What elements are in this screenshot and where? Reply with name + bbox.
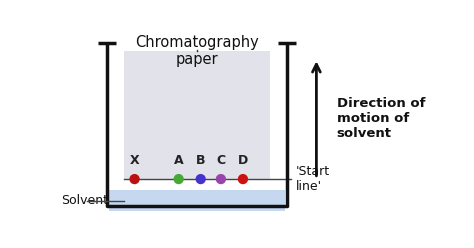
Point <box>175 177 182 181</box>
Point <box>217 177 225 181</box>
Point <box>239 177 246 181</box>
Text: Solvent: Solvent <box>61 194 108 207</box>
Text: Direction of
motion of
solvent: Direction of motion of solvent <box>337 97 425 140</box>
Text: Chromatography
paper: Chromatography paper <box>135 34 259 67</box>
Text: A: A <box>174 154 183 167</box>
Point <box>131 177 138 181</box>
Point <box>197 177 204 181</box>
Text: C: C <box>216 154 226 167</box>
Text: B: B <box>196 154 205 167</box>
Text: 'Start
line': 'Start line' <box>296 165 330 193</box>
Text: X: X <box>130 154 139 167</box>
Bar <box>109 190 285 211</box>
Text: D: D <box>238 154 248 167</box>
Bar <box>124 51 271 179</box>
